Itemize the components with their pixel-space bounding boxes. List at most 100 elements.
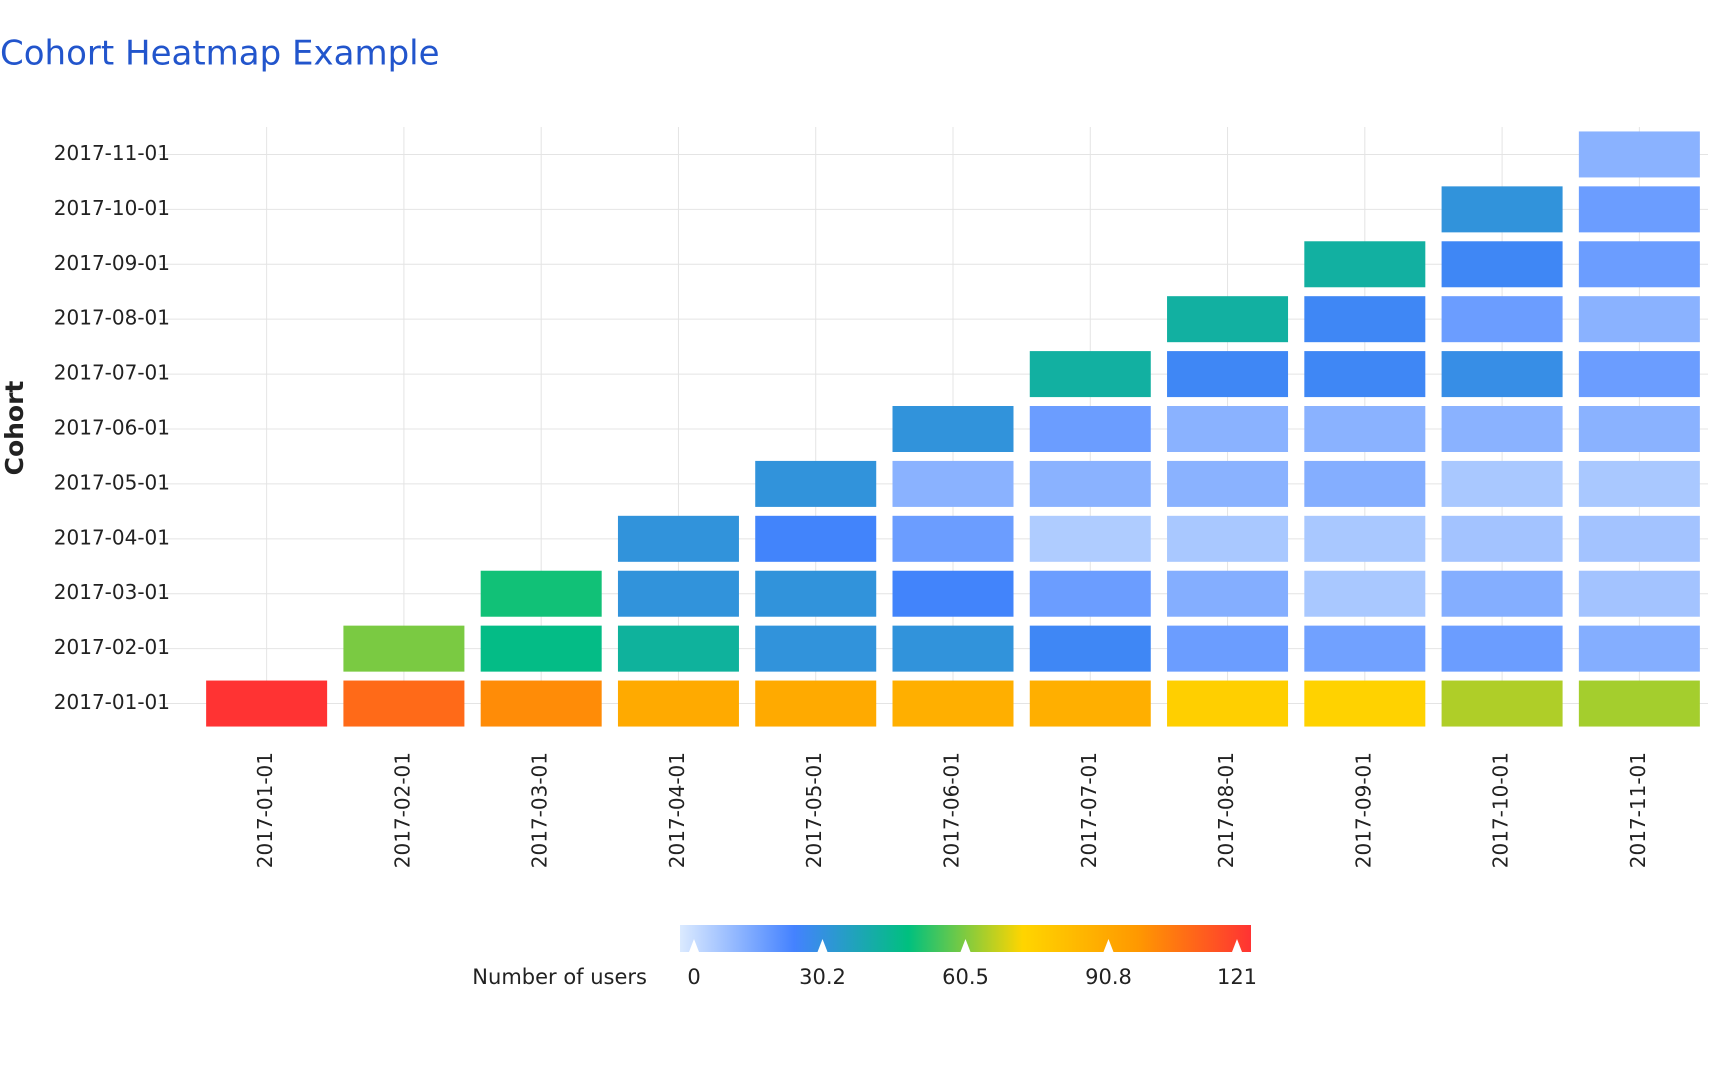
y-tick-label: 2017-03-01 bbox=[54, 580, 170, 604]
x-tick-label: 2017-08-01 bbox=[1214, 752, 1238, 868]
heatmap-cell bbox=[1578, 460, 1700, 507]
y-tick-label: 2017-11-01 bbox=[54, 141, 170, 165]
x-tick-label: 2017-07-01 bbox=[1077, 752, 1101, 868]
colorbar-tick-label: 121 bbox=[1217, 965, 1257, 989]
heatmap-cell bbox=[1441, 241, 1563, 288]
heatmap-cell bbox=[1578, 351, 1700, 398]
heatmap-cell bbox=[1304, 460, 1426, 507]
colorbar-tick-label: 90.8 bbox=[1085, 965, 1132, 989]
y-tick-label: 2017-07-01 bbox=[54, 361, 170, 385]
x-tick-label: 2017-11-01 bbox=[1626, 752, 1650, 868]
heatmap-cell bbox=[1578, 625, 1700, 672]
heatmap-cell bbox=[1441, 296, 1563, 343]
x-tick-label: 2017-09-01 bbox=[1351, 752, 1375, 868]
heatmap-cell bbox=[755, 515, 877, 562]
heatmap-cell bbox=[1167, 625, 1289, 672]
heatmap-cell bbox=[480, 680, 602, 727]
heatmap-cell bbox=[480, 570, 602, 617]
heatmap-cell bbox=[1167, 460, 1289, 507]
heatmap-cell bbox=[480, 625, 602, 672]
heatmap-cell bbox=[755, 460, 877, 507]
y-axis-label: Cohort bbox=[0, 381, 29, 476]
heatmap-cell bbox=[892, 570, 1014, 617]
heatmap-cell bbox=[1578, 186, 1700, 233]
heatmap-cell bbox=[617, 625, 739, 672]
heatmap-cell bbox=[1029, 351, 1151, 398]
heatmap-cell bbox=[1167, 570, 1289, 617]
heatmap-cell bbox=[1441, 351, 1563, 398]
heatmap-cell bbox=[206, 680, 328, 727]
chart-title: Cohort Heatmap Example bbox=[0, 34, 440, 74]
heatmap-cell bbox=[1029, 625, 1151, 672]
y-tick-label: 2017-04-01 bbox=[54, 525, 170, 549]
heatmap-cell bbox=[1029, 406, 1151, 452]
heatmap-cell bbox=[1441, 460, 1563, 507]
heatmap-cell bbox=[1578, 680, 1700, 727]
heatmap-cell bbox=[1304, 515, 1426, 562]
colorbar-tick-label: 0 bbox=[687, 965, 700, 989]
colorbar-tick bbox=[817, 939, 828, 952]
heatmap-cell bbox=[1304, 680, 1426, 727]
heatmap-cell bbox=[1578, 131, 1700, 178]
heatmap-cell bbox=[755, 680, 877, 727]
colorbar-tick-label: 30.2 bbox=[799, 965, 846, 989]
colorbar-tick bbox=[1232, 939, 1242, 952]
heatmap-cell bbox=[1578, 515, 1700, 562]
heatmap-cell bbox=[1167, 515, 1289, 562]
x-tick-label: 2017-02-01 bbox=[390, 752, 414, 868]
heatmap-cell bbox=[1304, 406, 1426, 452]
y-tick-label: 2017-02-01 bbox=[54, 635, 170, 659]
heatmap-cell bbox=[1304, 570, 1426, 617]
heatmap-cell bbox=[1578, 241, 1700, 288]
heatmap-cell bbox=[1441, 515, 1563, 562]
colorbar-tick-label: 60.5 bbox=[942, 965, 989, 989]
heatmap-cell bbox=[892, 625, 1014, 672]
heatmap-cell bbox=[755, 570, 877, 617]
y-tick-label: 2017-05-01 bbox=[54, 470, 170, 494]
heatmap-cell bbox=[892, 515, 1014, 562]
heatmap-cell bbox=[1167, 406, 1289, 452]
heatmap-cell bbox=[1578, 406, 1700, 452]
y-tick-label: 2017-01-01 bbox=[54, 690, 170, 714]
heatmap-cell bbox=[617, 515, 739, 562]
colorbar-tick bbox=[960, 939, 971, 952]
x-tick-label: 2017-10-01 bbox=[1489, 752, 1513, 868]
heatmap-cell bbox=[1578, 570, 1700, 617]
heatmap-cell bbox=[1578, 296, 1700, 343]
x-tick-label: 2017-06-01 bbox=[940, 752, 964, 868]
heatmap-cell bbox=[1304, 296, 1426, 343]
heatmap-cell bbox=[892, 460, 1014, 507]
heatmap-cell bbox=[755, 625, 877, 672]
y-tick-label: 2017-06-01 bbox=[54, 416, 170, 440]
heatmap-cell bbox=[617, 680, 739, 727]
heatmap-cell bbox=[1441, 570, 1563, 617]
heatmap-cell bbox=[1167, 351, 1289, 398]
heatmap-cell bbox=[1441, 186, 1563, 233]
heatmap-cell bbox=[343, 680, 465, 727]
y-tick-label: 2017-08-01 bbox=[54, 306, 170, 330]
heatmap-cell bbox=[1304, 351, 1426, 398]
heatmap-cell bbox=[892, 406, 1014, 452]
x-tick-label: 2017-01-01 bbox=[253, 752, 277, 868]
heatmap-cell bbox=[1167, 296, 1289, 343]
heatmap-cell bbox=[1304, 241, 1426, 288]
y-tick-label: 2017-10-01 bbox=[54, 196, 170, 220]
heatmap-cell bbox=[1441, 406, 1563, 452]
heatmap-cell bbox=[892, 680, 1014, 727]
heatmap-cell bbox=[617, 570, 739, 617]
heatmap-cell bbox=[1167, 680, 1289, 727]
x-tick-label: 2017-04-01 bbox=[665, 752, 689, 868]
heatmap-cell bbox=[1304, 625, 1426, 672]
heatmap-cell bbox=[1029, 680, 1151, 727]
colorbar-tick bbox=[1103, 939, 1114, 952]
x-tick-label: 2017-03-01 bbox=[528, 752, 552, 868]
y-tick-label: 2017-09-01 bbox=[54, 251, 170, 275]
heatmap-cell bbox=[1029, 460, 1151, 507]
colorbar-title: Number of users bbox=[472, 965, 647, 989]
x-tick-label: 2017-05-01 bbox=[802, 752, 826, 868]
heatmap-cell bbox=[1441, 625, 1563, 672]
heatmap-cell bbox=[1029, 570, 1151, 617]
heatmap-cell bbox=[343, 625, 465, 672]
heatmap-cell bbox=[1441, 680, 1563, 727]
